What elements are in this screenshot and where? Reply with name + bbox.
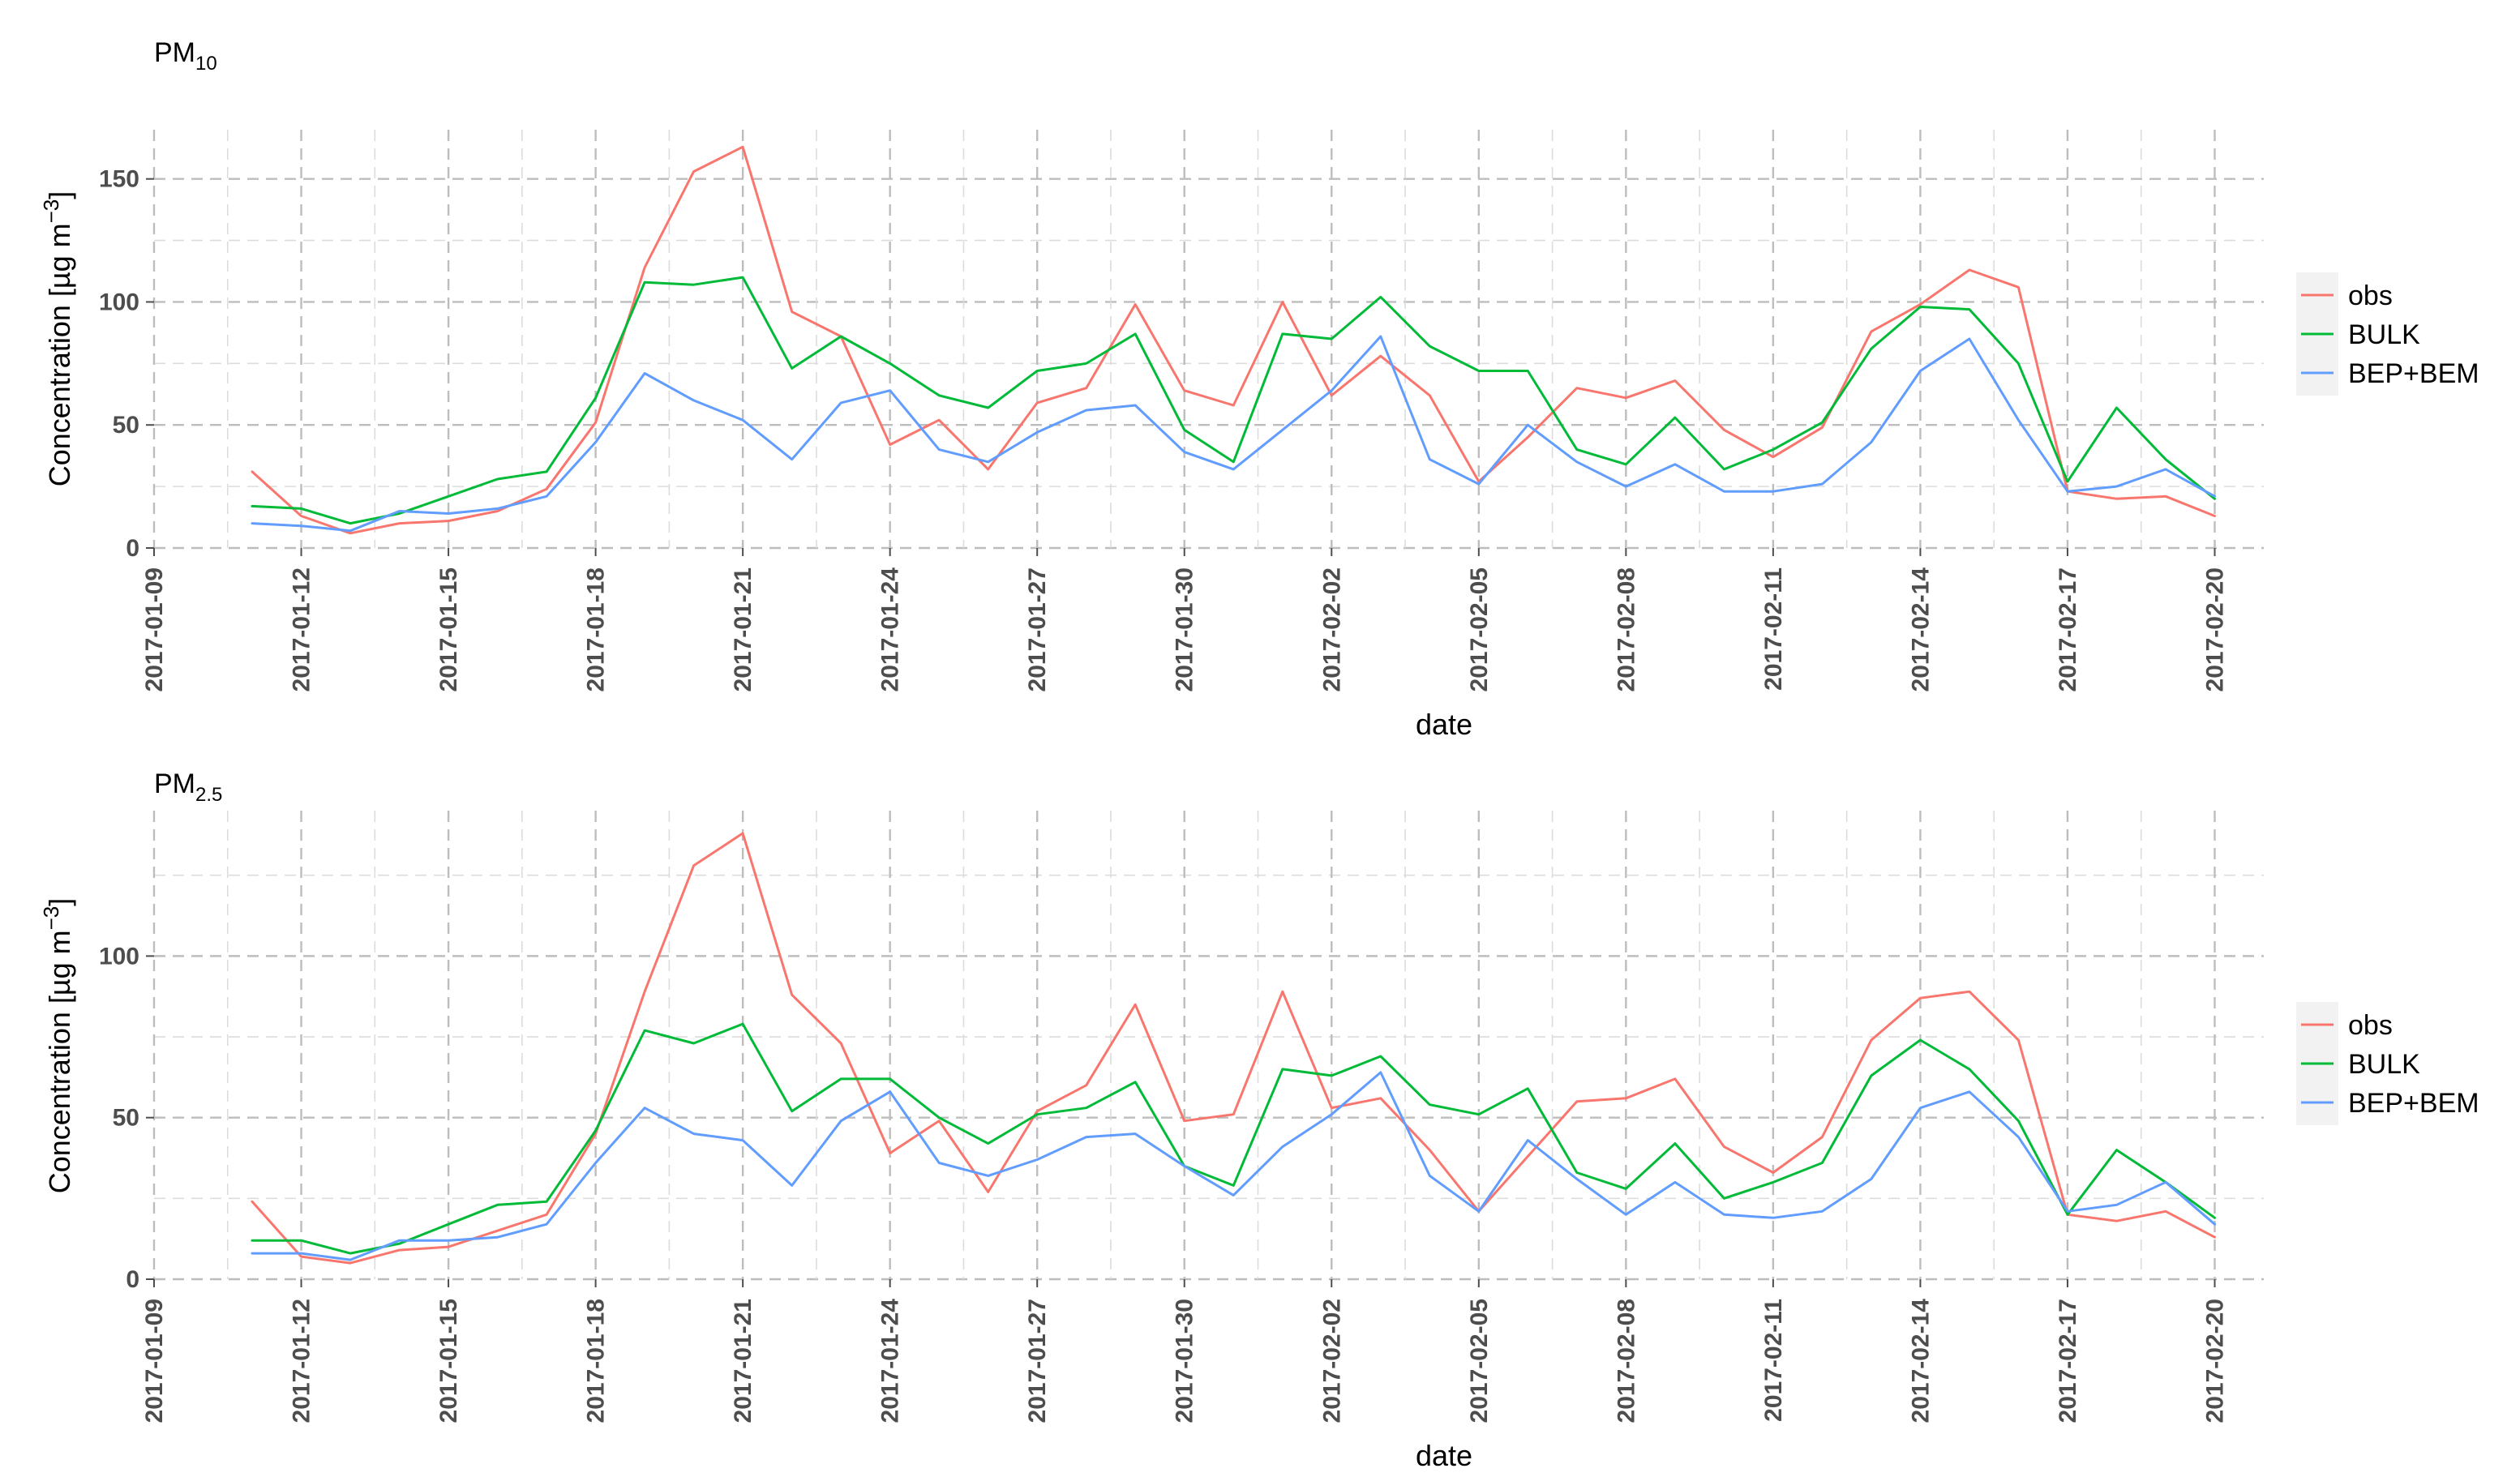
x-tick-label: 2017-01-24	[877, 1299, 904, 1423]
x-tick-label: 2017-01-12	[289, 1299, 315, 1423]
series-line-obs	[251, 145, 2216, 535]
x-tick-label: 2017-02-20	[2201, 1299, 2228, 1423]
x-tick-label: 2017-01-15	[435, 567, 462, 691]
x-tick-label: 2017-01-21	[730, 567, 756, 691]
gridlines	[152, 130, 2264, 550]
x-tick-label: 2017-01-27	[1024, 567, 1051, 691]
panel-title-main: PM	[154, 768, 195, 799]
x-tick-label: 2017-02-17	[2055, 567, 2081, 691]
x-tick-label: 2017-02-02	[1318, 567, 1345, 691]
x-tick-label: 2017-02-05	[1466, 1299, 1493, 1423]
y-axis-title-main: Concentration [µg m	[43, 223, 76, 486]
y-axis-title-end: ]	[43, 898, 76, 906]
legend-label: BULK	[2348, 319, 2420, 350]
series-line-bulk	[251, 276, 2216, 525]
x-tick-label: 2017-02-08	[1613, 567, 1639, 691]
panel-title: PM2.5	[154, 768, 222, 806]
x-tick-label: 2017-02-08	[1613, 1299, 1639, 1423]
x-tick-label: 2017-02-02	[1318, 1299, 1345, 1423]
y-tick-label: 100	[99, 943, 139, 970]
x-tick-label: 2017-02-11	[1760, 567, 1787, 691]
x-tick-label: 2017-01-09	[141, 567, 168, 691]
x-tick-label: 2017-01-09	[141, 1299, 168, 1423]
x-tick-label: 2017-01-18	[583, 567, 610, 691]
x-tick-label: 2017-02-14	[1907, 567, 1934, 692]
x-tick-label: 2017-01-12	[289, 567, 315, 691]
legend: obs BULK BEP+BEM	[2296, 272, 2479, 396]
series-line-bep-bem	[251, 335, 2216, 533]
y-axis-title-sup: −3	[39, 199, 63, 224]
y-tick-label: 100	[99, 289, 139, 315]
series-line-bulk	[251, 1022, 2216, 1255]
x-tick-label: 2017-02-11	[1760, 1299, 1787, 1422]
x-tick-label: 2017-02-20	[2201, 567, 2228, 691]
series-line-obs	[251, 832, 2216, 1265]
y-tick-label: 50	[113, 412, 139, 439]
x-axis-title: date	[1416, 1439, 1472, 1472]
x-tick-label: 2017-01-27	[1024, 1299, 1051, 1423]
y-tick-label: 50	[113, 1105, 139, 1132]
legend-label: BEP+BEM	[2348, 1088, 2479, 1119]
chart-panel-2: 0 50 100 2017-01-09 2017-01-12 2017-01-15 2017…	[39, 768, 2479, 1472]
x-tick-label: 2017-01-18	[583, 1299, 610, 1423]
panel-title-sub: 2.5	[195, 784, 222, 806]
legend-label: obs	[2348, 280, 2393, 311]
y-axis-title: Concentration [µg m−3]	[39, 898, 76, 1194]
y-tick-label: 150	[99, 166, 139, 193]
chart-panel-1: 0 50 100 150 2017-01-09 2017-01-12 2017-01-15 2…	[39, 37, 2479, 741]
y-tick-label: 0	[126, 1266, 139, 1293]
legend-label: BEP+BEM	[2348, 358, 2479, 389]
y-axis-title-end: ]	[43, 191, 76, 199]
gridlines	[152, 811, 2264, 1281]
legend-label: BULK	[2348, 1049, 2420, 1080]
y-axis-title: Concentration [µg m−3]	[39, 191, 76, 487]
panel-title: PM10	[154, 37, 217, 75]
series-line-bep-bem	[251, 1071, 2216, 1261]
x-tick-label: 2017-01-30	[1172, 1299, 1198, 1423]
panel-title-sub: 10	[195, 53, 217, 75]
y-axis-title-sup: −3	[39, 906, 63, 931]
x-tick-label: 2017-02-17	[2055, 1299, 2081, 1423]
panel-title-main: PM	[154, 37, 195, 68]
legend-label: obs	[2348, 1010, 2393, 1041]
x-tick-label: 2017-01-15	[435, 1299, 462, 1423]
x-tick-label: 2017-02-14	[1907, 1299, 1934, 1423]
x-tick-label: 2017-02-05	[1466, 567, 1493, 691]
x-tick-label: 2017-01-24	[877, 567, 904, 692]
x-tick-label: 2017-01-21	[730, 1299, 756, 1423]
y-tick-label: 0	[126, 535, 139, 562]
x-axis-title: date	[1416, 708, 1472, 741]
y-axis-title-main: Concentration [µg m	[43, 930, 76, 1193]
legend: obs BULK BEP+BEM	[2296, 1002, 2479, 1125]
x-tick-label: 2017-01-30	[1172, 567, 1198, 691]
